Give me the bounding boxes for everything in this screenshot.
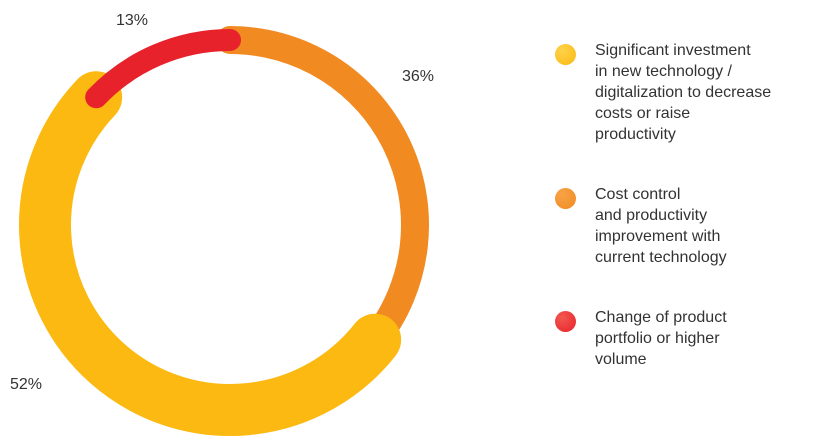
legend-item-change-of-product: Change of product portfolio or higher vo… bbox=[555, 307, 815, 370]
slice-label-change-of-product: 13% bbox=[116, 12, 149, 29]
legend-swatch-yellow bbox=[555, 44, 576, 65]
donut-slice-change-of-product bbox=[85, 29, 241, 109]
legend-item-cost-control: Cost control and productivity improvemen… bbox=[555, 184, 815, 268]
legend-swatch-orange bbox=[555, 188, 576, 209]
slice-label-cost-control: 36% bbox=[402, 68, 435, 85]
slice-label-significant-investment: 52% bbox=[10, 376, 43, 393]
donut-slice-significant-investment bbox=[19, 71, 402, 436]
legend-label-significant-investment: Significant investment in new technology… bbox=[595, 42, 772, 143]
legend-swatch-red bbox=[555, 311, 576, 332]
legend-item-significant-investment: Significant investment in new technology… bbox=[555, 40, 815, 145]
legend-label-cost-control: Cost control and productivity improvemen… bbox=[595, 186, 727, 266]
donut-slice-cost-control bbox=[216, 26, 429, 354]
legend: Significant investment in new technology… bbox=[555, 40, 815, 409]
legend-label-change-of-product: Change of product portfolio or higher vo… bbox=[595, 309, 727, 368]
